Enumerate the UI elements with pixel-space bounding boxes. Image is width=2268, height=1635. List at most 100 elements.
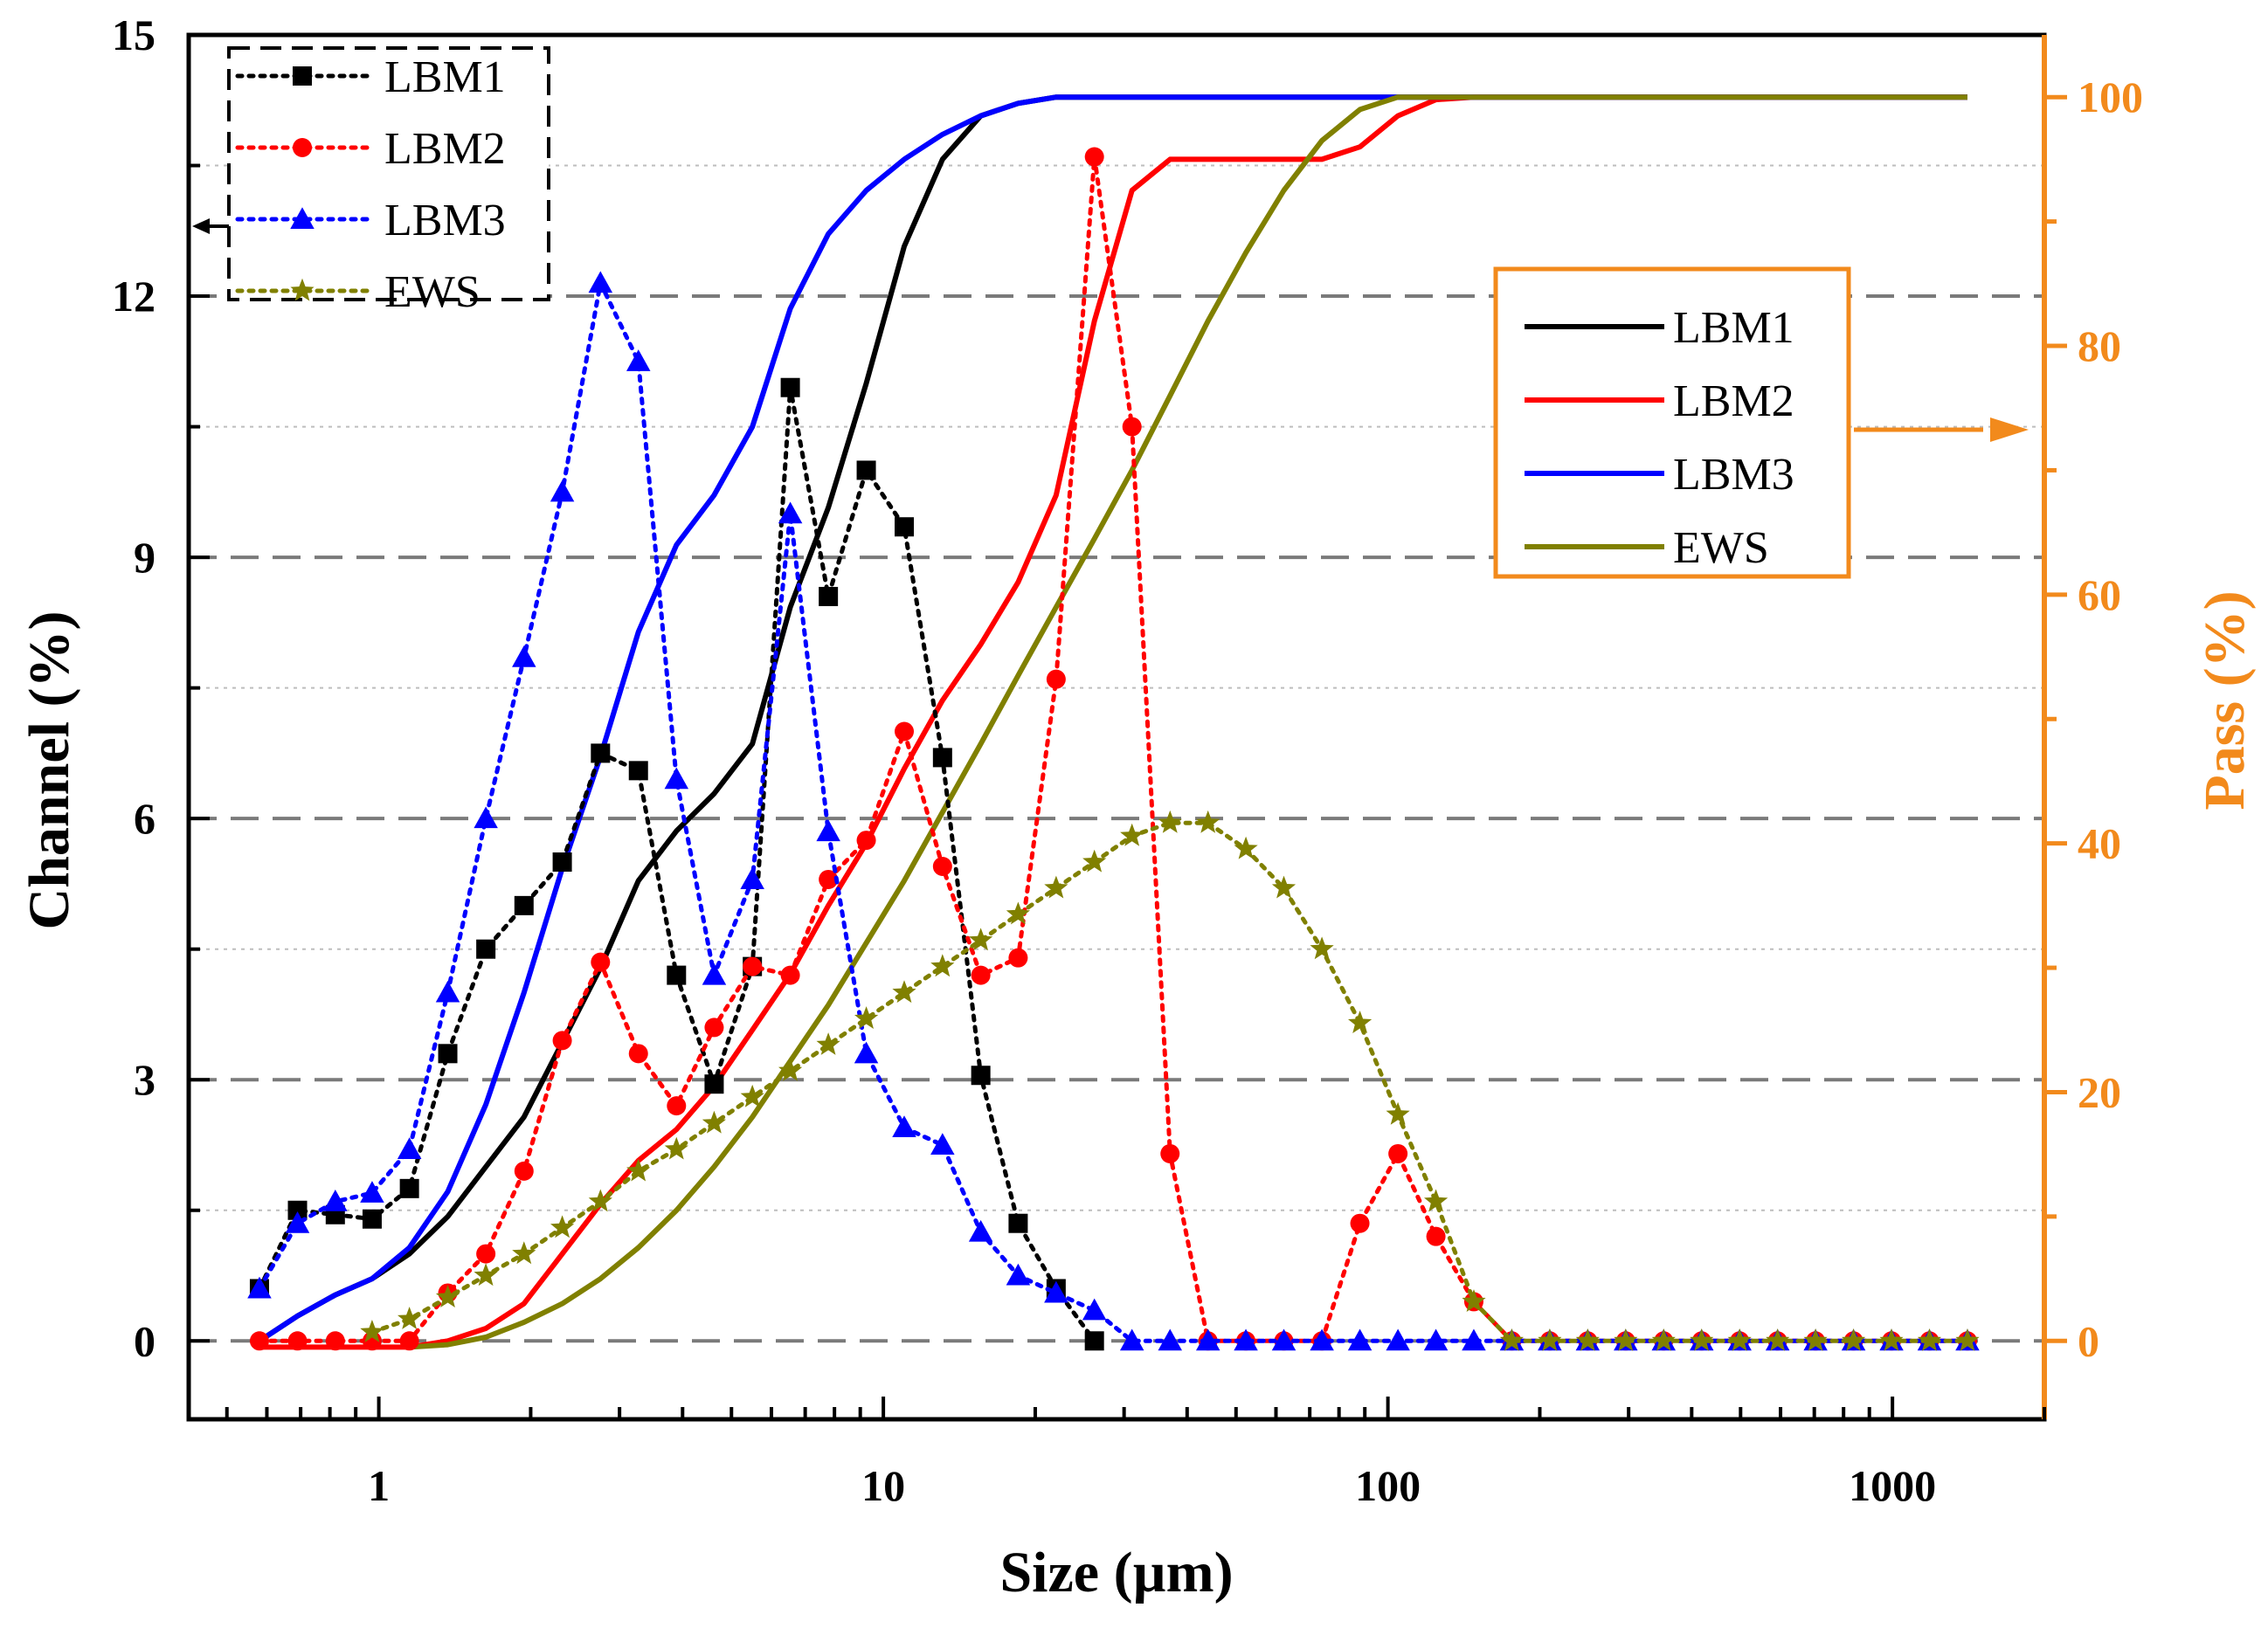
data-point: [1195, 1328, 1220, 1351]
data-point: [1271, 875, 1296, 899]
data-point: [550, 479, 575, 502]
data-point: [930, 1133, 955, 1155]
data-point: [399, 1331, 419, 1351]
data-point: [1348, 1011, 1373, 1033]
data-point: [819, 869, 839, 889]
data-point: [628, 761, 648, 781]
data-point: [1310, 936, 1334, 960]
data-point: [287, 1200, 308, 1220]
data-point: [1119, 1328, 1144, 1351]
data-point: [1538, 1328, 1562, 1351]
data-point: [398, 1307, 422, 1329]
axis-titles: Size (µm) Channel (%) Pass (%): [17, 590, 2257, 1604]
data-point: [1955, 1328, 1980, 1351]
data-point: [854, 1041, 879, 1064]
channel-legend-label: LBM2: [384, 124, 506, 174]
data-point: [1196, 810, 1220, 833]
data-point: [1690, 1328, 1714, 1351]
data-point: [474, 1263, 498, 1287]
pass-legend-label: LBM3: [1673, 450, 1794, 500]
data-point: [1234, 1328, 1258, 1351]
x-axis-title: Size (µm): [999, 1541, 1233, 1604]
data-point: [892, 980, 916, 1004]
data-point: [1614, 1328, 1638, 1351]
data-point: [1423, 1328, 1449, 1351]
data-point: [588, 271, 613, 293]
data-point: [1462, 1289, 1486, 1312]
data-point: [247, 1276, 272, 1299]
x-tick-label: 1: [368, 1461, 390, 1510]
right-y-tick-label: 20: [2078, 1067, 2121, 1116]
data-point: [628, 1044, 648, 1064]
right-y-tick-label: 80: [2078, 321, 2121, 370]
legend-marker: [290, 278, 315, 301]
data-point: [476, 939, 496, 959]
x-tick-label: 100: [1355, 1461, 1421, 1510]
data-point: [1044, 875, 1068, 899]
data-point: [1766, 1328, 1790, 1351]
data-point: [360, 1320, 384, 1342]
data-point: [667, 1096, 687, 1116]
channel-legend-label: EWS: [384, 267, 481, 317]
data-point: [892, 1115, 916, 1138]
right-y-axis-title: Pass (%): [2193, 590, 2257, 810]
data-point: [969, 928, 993, 951]
data-point: [932, 856, 952, 876]
left-y-tick-label: 9: [134, 533, 156, 582]
data-point: [287, 1331, 308, 1351]
legends: LBM1 LBM2 LBM3 EWS LBM1 LBM2 LBM3 EWS: [192, 46, 2029, 579]
data-series: [247, 94, 1980, 1351]
pass-legend-box: [1493, 266, 1851, 579]
data-point: [1006, 1263, 1031, 1286]
data-point: [1120, 823, 1144, 846]
data-point: [816, 1032, 840, 1055]
data-point: [1084, 147, 1104, 167]
legend-marker: [293, 66, 312, 86]
data-point: [1388, 1143, 1408, 1163]
data-point: [1082, 849, 1107, 873]
pass-curve-ews: [409, 94, 1967, 1350]
left-y-tick-label: 12: [112, 272, 156, 321]
data-point: [664, 767, 689, 790]
data-point: [1310, 1328, 1334, 1351]
data-point: [740, 867, 764, 889]
left-y-tick-label: 6: [134, 794, 156, 843]
data-point: [932, 748, 952, 768]
data-point: [667, 965, 687, 985]
data-point: [895, 721, 915, 742]
grid-lines: [189, 164, 2044, 1343]
data-point: [285, 1211, 310, 1233]
axes: [186, 32, 2047, 1422]
data-point: [1350, 1213, 1370, 1233]
x-tick-label: 10: [861, 1461, 905, 1510]
data-point: [1917, 1328, 1942, 1351]
left-y-axis-title: Channel (%): [17, 611, 81, 930]
data-point: [968, 1219, 993, 1242]
data-point: [626, 1158, 651, 1182]
data-point: [591, 743, 611, 763]
data-point: [1424, 1189, 1449, 1212]
data-point: [474, 806, 498, 829]
data-point: [930, 954, 955, 977]
data-point: [476, 1244, 496, 1264]
data-point: [1044, 1280, 1068, 1303]
data-point: [626, 349, 651, 371]
data-point: [702, 1110, 726, 1134]
left-y-tick-label: 15: [112, 10, 156, 59]
data-point: [740, 1084, 764, 1107]
legend-marker: [293, 138, 312, 157]
data-point: [1462, 1328, 1486, 1351]
data-point: [819, 586, 839, 606]
data-point: [1046, 669, 1066, 689]
data-point: [514, 895, 534, 915]
channel-line: [257, 387, 1097, 1343]
data-point: [399, 1178, 419, 1198]
data-point: [704, 1018, 724, 1038]
data-point: [816, 819, 840, 842]
data-point: [780, 377, 800, 397]
pass-legend-label: LBM1: [1673, 303, 1794, 353]
data-point: [856, 831, 876, 851]
data-point: [1803, 1328, 1828, 1351]
right-y-tick-label: 60: [2078, 570, 2121, 619]
